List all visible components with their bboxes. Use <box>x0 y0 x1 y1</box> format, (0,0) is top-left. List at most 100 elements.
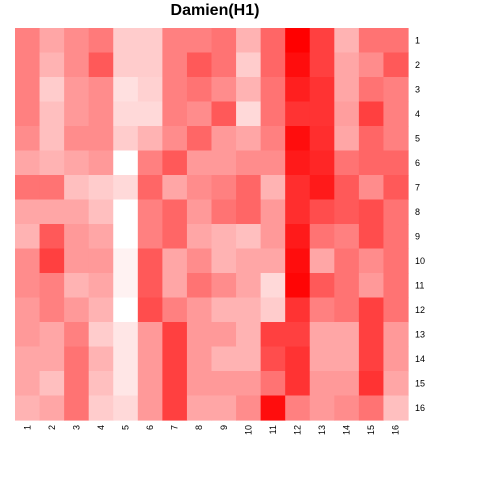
heatmap-cell-r3-c11 <box>261 77 286 102</box>
heatmap-cell-r16-c3 <box>64 396 89 421</box>
heatmap-cell-r4-c11 <box>261 102 286 127</box>
heatmap-cell-r15-c16 <box>383 371 408 396</box>
y-tick-label: 1 <box>415 35 420 45</box>
heatmap-cell-r9-c7 <box>162 224 187 249</box>
heatmap-cell-r6-c5 <box>113 151 138 176</box>
heatmap-cell-r8-c10 <box>236 200 261 225</box>
heatmap-cell-r11-c6 <box>138 273 163 298</box>
heatmap-cell-r4-c10 <box>236 102 261 127</box>
y-tick-label: 15 <box>415 378 425 388</box>
heatmap-cell-r11-c3 <box>64 273 89 298</box>
heatmap-cell-r2-c1 <box>15 53 40 78</box>
x-tick-label: 8 <box>194 425 204 430</box>
heatmap-cell-r12-c3 <box>64 298 89 323</box>
heatmap-cell-r11-c1 <box>15 273 40 298</box>
heatmap-cell-r3-c13 <box>310 77 335 102</box>
heatmap-cell-r15-c5 <box>113 371 138 396</box>
heatmap-cell-r9-c15 <box>359 224 384 249</box>
heatmap-cell-r1-c4 <box>89 28 114 53</box>
heatmap-cell-r9-c16 <box>383 224 408 249</box>
heatmap-cell-r13-c14 <box>334 322 359 347</box>
heatmap-cell-r7-c7 <box>162 175 187 200</box>
heatmap-cell-r12-c12 <box>285 298 310 323</box>
heatmap-cell-r9-c6 <box>138 224 163 249</box>
heatmap-cell-r3-c12 <box>285 77 310 102</box>
heatmap-cell-r4-c12 <box>285 102 310 127</box>
heatmap-cell-r1-c16 <box>383 28 408 53</box>
heatmap-cell-r4-c4 <box>89 102 114 127</box>
heatmap-cell-r7-c4 <box>89 175 114 200</box>
heatmap-cell-r9-c13 <box>310 224 335 249</box>
heatmap-cell-r1-c13 <box>310 28 335 53</box>
heatmap-cell-r7-c14 <box>334 175 359 200</box>
heatmap-cell-r9-c14 <box>334 224 359 249</box>
heatmap-cell-r10-c5 <box>113 249 138 274</box>
heatmap-cell-r13-c8 <box>187 322 212 347</box>
heatmap-cell-r12-c6 <box>138 298 163 323</box>
heatmap-cell-r4-c1 <box>15 102 40 127</box>
heatmap-cell-r13-c3 <box>64 322 89 347</box>
x-tick-label: 7 <box>170 425 180 430</box>
heatmap-cell-r2-c10 <box>236 53 261 78</box>
heatmap-cell-r11-c11 <box>261 273 286 298</box>
heatmap-cell-r3-c9 <box>212 77 237 102</box>
heatmap-cell-r5-c3 <box>64 126 89 151</box>
heatmap-cell-r9-c4 <box>89 224 114 249</box>
heatmap-cell-r15-c15 <box>359 371 384 396</box>
heatmap-cell-r3-c5 <box>113 77 138 102</box>
heatmap-cell-r15-c7 <box>162 371 187 396</box>
heatmap-cell-r15-c4 <box>89 371 114 396</box>
heatmap-cell-r1-c10 <box>236 28 261 53</box>
heatmap-cell-r12-c16 <box>383 298 408 323</box>
heatmap-cell-r16-c16 <box>383 396 408 421</box>
x-tick-labels: 1 2 3 4 5 6 7 8 9 10 11 12 13 14 15 16 <box>22 425 400 435</box>
y-tick-label: 13 <box>415 329 425 339</box>
heatmap-cell-r1-c12 <box>285 28 310 53</box>
heatmap-cell-r8-c1 <box>15 200 40 225</box>
heatmap-cell-r4-c3 <box>64 102 89 127</box>
heatmap-cell-r14-c8 <box>187 347 212 372</box>
heatmap-cell-r7-c16 <box>383 175 408 200</box>
heatmap-cell-r11-c12 <box>285 273 310 298</box>
x-tick-label: 16 <box>391 425 401 435</box>
heatmap-cell-r12-c13 <box>310 298 335 323</box>
heatmap-cell-r14-c1 <box>15 347 40 372</box>
heatmap-cell-r15-c14 <box>334 371 359 396</box>
heatmap-cell-r8-c7 <box>162 200 187 225</box>
heatmap-cell-r6-c10 <box>236 151 261 176</box>
heatmap-cell-r12-c5 <box>113 298 138 323</box>
heatmap-cell-r5-c6 <box>138 126 163 151</box>
heatmap-cell-r16-c12 <box>285 396 310 421</box>
y-tick-label: 8 <box>415 207 420 217</box>
heatmap-cell-r11-c15 <box>359 273 384 298</box>
heatmap-cell-r14-c11 <box>261 347 286 372</box>
x-tick-label: 1 <box>22 425 32 430</box>
heatmap-cell-r6-c1 <box>15 151 40 176</box>
x-tick-label: 2 <box>47 425 57 430</box>
heatmap-cell-r13-c16 <box>383 322 408 347</box>
heatmap-cell-r8-c14 <box>334 200 359 225</box>
heatmap-cell-r15-c13 <box>310 371 335 396</box>
heatmap-cell-r1-c6 <box>138 28 163 53</box>
heatmap-cell-r16-c13 <box>310 396 335 421</box>
heatmap-cell-r13-c7 <box>162 322 187 347</box>
heatmap-cell-r5-c9 <box>212 126 237 151</box>
heatmap-cell-r8-c13 <box>310 200 335 225</box>
x-tick-label: 9 <box>219 425 229 430</box>
heatmap-cell-r10-c6 <box>138 249 163 274</box>
y-tick-label: 4 <box>415 109 420 119</box>
heatmap-cell-r5-c15 <box>359 126 384 151</box>
heatmap-cell-r5-c8 <box>187 126 212 151</box>
heatmap-cell-r13-c10 <box>236 322 261 347</box>
heatmap-cell-r14-c4 <box>89 347 114 372</box>
heatmap-cell-r4-c13 <box>310 102 335 127</box>
heatmap-cell-r2-c16 <box>383 53 408 78</box>
heatmap-cell-r5-c16 <box>383 126 408 151</box>
heatmap-cell-r14-c15 <box>359 347 384 372</box>
heatmap-cell-r3-c7 <box>162 77 187 102</box>
heatmap-cell-r12-c1 <box>15 298 40 323</box>
heatmap-cell-r5-c13 <box>310 126 335 151</box>
heatmap-cell-r2-c15 <box>359 53 384 78</box>
heatmap-cell-r10-c9 <box>212 249 237 274</box>
